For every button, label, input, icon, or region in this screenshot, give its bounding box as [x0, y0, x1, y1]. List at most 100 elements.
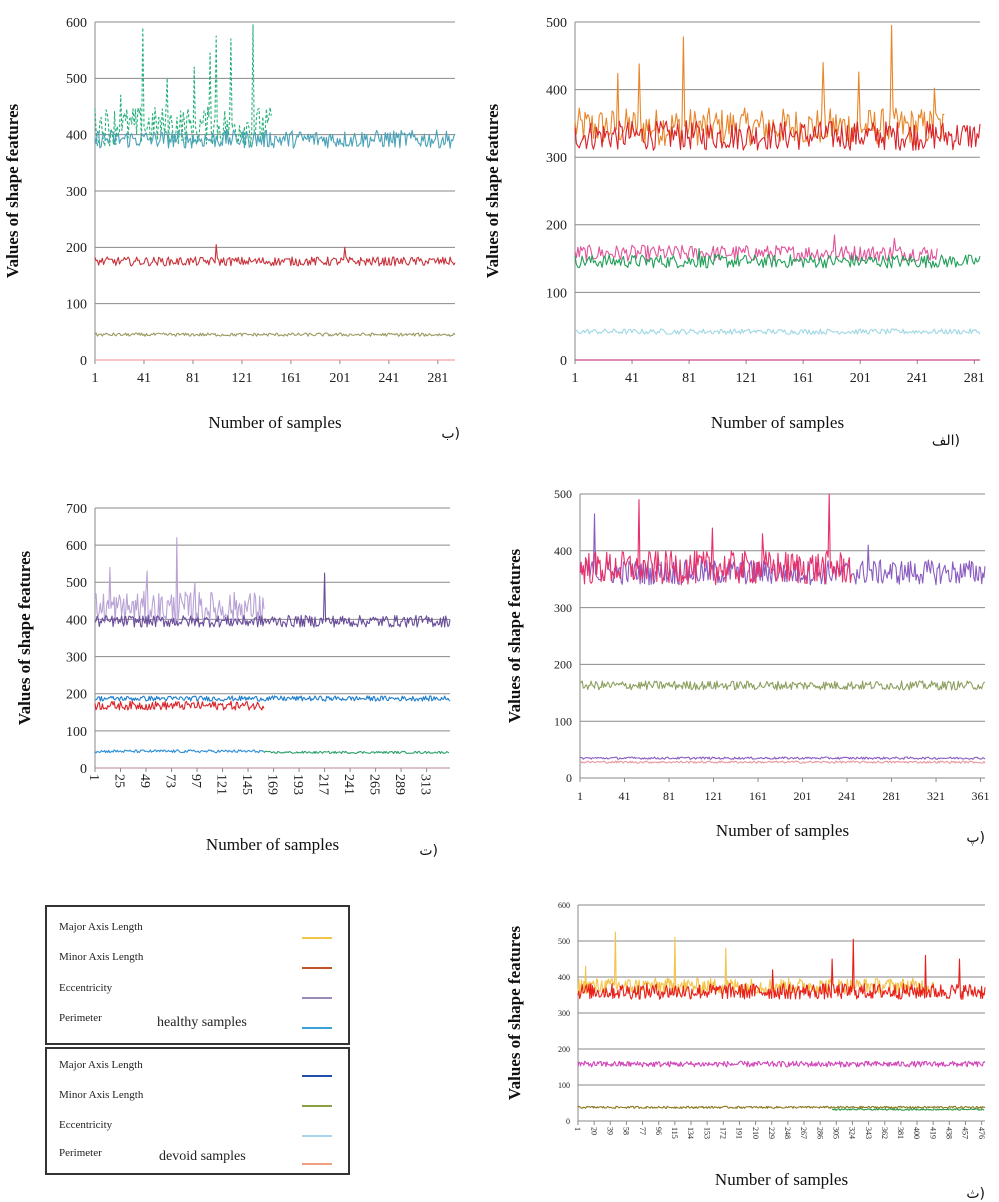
x-tick-label: 457 [961, 1127, 970, 1139]
x-tick-label: 281 [964, 371, 985, 386]
series-line-5 [263, 750, 450, 755]
legend-healthy-swatch-0 [302, 937, 332, 939]
x-tick-label: 191 [735, 1127, 744, 1139]
legend-healthy: Major Axis Length Minor Axis Length Ecce… [45, 905, 350, 1045]
x-tick-label: 241 [838, 789, 856, 803]
series-line-0 [94, 537, 265, 626]
series-line-3 [579, 756, 986, 760]
x-tick-label: 1 [572, 371, 579, 386]
chart-the: 0 100 200 300 400 500 600 1 20 39 58 77 96 115 134 153 1… [500, 885, 999, 1202]
x-tick-label: 305 [832, 1127, 841, 1139]
y-tick-label: 500 [66, 576, 87, 591]
legend-devoid-swatch-1 [302, 1105, 332, 1107]
y-tick-label: 400 [558, 973, 570, 982]
x-tick-label: 41 [619, 789, 631, 803]
x-axis-label: Number of samples [711, 413, 844, 432]
y-tick-label: 0 [80, 354, 87, 369]
legend-healthy-item-0: Major Axis Length [59, 921, 143, 933]
x-tick-label: 20 [589, 1127, 598, 1135]
x-tick-label: 161 [793, 371, 814, 386]
x-tick-label: 210 [751, 1127, 760, 1139]
chart-pe: 0 100 200 300 400 500 1 41 81 121 161 201 241 281 321 3… [490, 470, 999, 860]
x-tick-label: 265 [367, 774, 382, 795]
x-tick-label: 281 [427, 371, 448, 386]
y-tick-label: 500 [558, 937, 570, 946]
y-tick-label: 100 [66, 298, 87, 313]
series-line-2 [94, 695, 451, 702]
x-tick-label: 1 [92, 371, 99, 386]
x-tick-label: 229 [767, 1127, 776, 1139]
series-line-4 [579, 760, 986, 764]
chart-pe-svg: 0 100 200 300 400 500 1 41 81 121 161 201 241 281 321 3… [505, 487, 990, 846]
panel-caption: ث) [966, 1186, 985, 1202]
series-line-0 [94, 24, 272, 147]
y-tick-label: 300 [554, 601, 572, 615]
y-tick-label: 600 [66, 539, 87, 554]
y-tick-label: 300 [546, 151, 567, 166]
y-tick-label: 100 [66, 725, 87, 740]
legend-healthy-note: healthy samples [157, 1015, 247, 1030]
y-tick-label: 600 [66, 16, 87, 31]
series-line-2 [579, 680, 986, 691]
x-tick-label: 248 [783, 1127, 792, 1139]
y-tick-label: 700 [66, 502, 87, 517]
x-tick-label: 419 [928, 1127, 937, 1139]
panel-caption: الف) [932, 433, 960, 449]
x-axis-label: Number of samples [208, 413, 341, 432]
x-tick-label: 313 [418, 774, 433, 795]
legend-healthy-swatch-3 [302, 1027, 332, 1029]
y-tick-label: 600 [558, 901, 570, 910]
y-axis-label: Values of shape features [15, 550, 34, 725]
x-tick-label: 241 [907, 371, 928, 386]
y-tick-label: 500 [546, 16, 567, 31]
legend-devoid-item-1: Minor Axis Length [59, 1089, 144, 1101]
x-tick-label: 286 [815, 1127, 824, 1139]
series-line-3 [94, 332, 456, 337]
chart-te-svg: 0 100 200 300 400 500 600 700 1 25 49 73 97 121 145 169… [15, 502, 451, 859]
panel-caption: ت) [419, 843, 438, 859]
y-tick-label: 300 [558, 1009, 570, 1018]
x-tick-label: 41 [137, 371, 151, 386]
legend-healthy-item-1: Minor Axis Length [59, 951, 144, 963]
legend-devoid-note: devoid samples [159, 1149, 246, 1164]
legend-devoid-item-3: Perimeter [59, 1147, 102, 1159]
chart-te: 0 100 200 300 400 500 600 700 1 25 49 73 97 121 145 169… [0, 470, 475, 870]
x-tick-label: 161 [749, 789, 767, 803]
series-line-1 [94, 129, 456, 149]
y-tick-label: 0 [566, 1117, 570, 1126]
x-tick-label: 39 [605, 1127, 614, 1135]
x-tick-label: 241 [378, 371, 399, 386]
series-line-4 [574, 328, 981, 335]
chart-alef: 0 100 200 300 400 500 1 41 81 121 161 201 241 281 Numb… [480, 0, 999, 450]
x-tick-label: 201 [329, 371, 350, 386]
x-tick-label: 381 [896, 1127, 905, 1139]
x-tick-label: 321 [927, 789, 945, 803]
x-tick-label: 77 [638, 1127, 647, 1135]
y-tick-label: 500 [66, 72, 87, 87]
y-axis-label: Values of shape features [483, 103, 502, 278]
legend-healthy-item-3: Perimeter [59, 1012, 102, 1024]
y-axis-label: Values of shape features [505, 925, 524, 1100]
y-tick-label: 0 [560, 354, 567, 369]
x-tick-label: 343 [864, 1127, 873, 1139]
legend-devoid: Major Axis Length Minor Axis Length Ecce… [45, 1047, 350, 1175]
y-tick-label: 400 [554, 544, 572, 558]
x-tick-label: 201 [794, 789, 812, 803]
legend-devoid-swatch-0 [302, 1075, 332, 1077]
x-tick-label: 1 [573, 1127, 582, 1131]
y-tick-label: 0 [566, 771, 572, 785]
x-tick-label: 267 [799, 1127, 808, 1139]
x-tick-label: 400 [912, 1127, 921, 1139]
y-tick-label: 100 [558, 1081, 570, 1090]
legend-devoid-swatch-3 [302, 1163, 332, 1165]
x-axis-label: Number of samples [715, 1170, 848, 1189]
x-tick-label: 121 [214, 774, 229, 795]
y-tick-label: 200 [558, 1045, 570, 1054]
x-tick-label: 289 [392, 774, 407, 795]
legend-healthy-swatch-2 [302, 997, 332, 999]
series-line-1 [574, 120, 981, 151]
x-tick-label: 121 [705, 789, 723, 803]
panel-caption: پ) [966, 830, 985, 846]
x-tick-label: 81 [682, 371, 696, 386]
y-tick-label: 300 [66, 185, 87, 200]
